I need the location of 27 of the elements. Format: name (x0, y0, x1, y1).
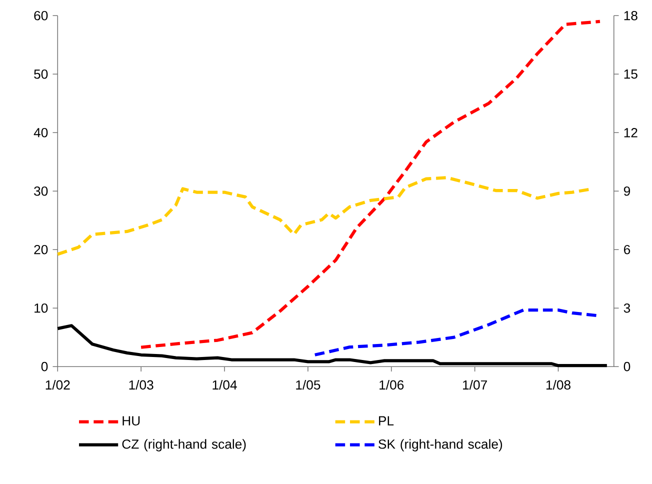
legend-label: PL (379, 416, 394, 426)
x-tick-label: 1/04 (212, 380, 237, 390)
x-tick-label: 1/07 (463, 380, 487, 390)
y-tick-label: 30 (34, 186, 48, 196)
y-tick-label: 0 (41, 362, 48, 372)
legend-label: SK (right-hand scale) (378, 439, 502, 452)
y2-tick-label: 9 (624, 186, 630, 196)
y2-tick-label: 0 (624, 362, 630, 372)
line-series (56, 324, 608, 368)
y-tick-label: 50 (34, 70, 48, 79)
x-tick-label: 1/06 (380, 380, 404, 390)
y-tick-label: 40 (34, 128, 48, 138)
x-tick-label: 1/08 (546, 380, 570, 390)
legend-label: CZ (right-hand scale) (122, 439, 246, 452)
y2-tick-label: 3 (624, 303, 630, 313)
y-tick-label: 20 (34, 244, 48, 254)
y2-tick-label: 12 (624, 128, 638, 138)
x-tick-label: 1/02 (46, 380, 70, 390)
y-tick-label: 60 (34, 11, 48, 20)
y-tick-label: 10 (34, 303, 48, 313)
y2-tick-label: 15 (624, 70, 638, 79)
legend-label: HU (122, 416, 140, 426)
y2-tick-label: 6 (624, 244, 630, 254)
y2-tick-label: 18 (624, 11, 638, 20)
line-series (140, 20, 602, 349)
x-tick-label: 1/03 (129, 380, 154, 390)
x-tick-label: 1/05 (296, 380, 320, 390)
